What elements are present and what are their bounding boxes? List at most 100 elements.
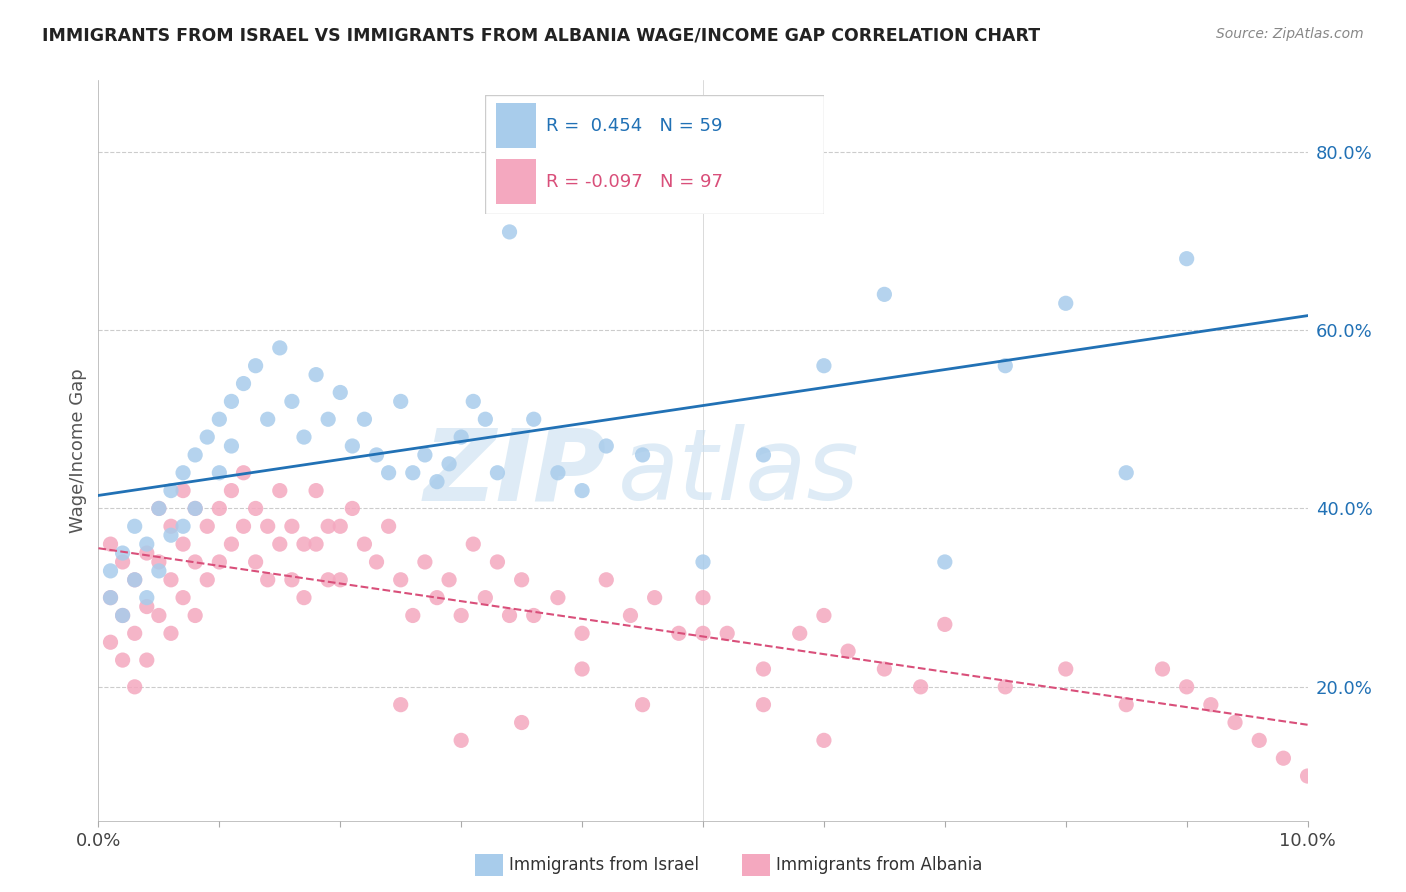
Point	[100, 591, 122, 605]
Point	[510, 171, 533, 186]
Point	[160, 483, 183, 498]
Point	[716, 626, 738, 640]
Point	[486, 555, 509, 569]
Point	[523, 608, 546, 623]
Point	[692, 591, 714, 605]
Text: IMMIGRANTS FROM ISRAEL VS IMMIGRANTS FROM ALBANIA WAGE/INCOME GAP CORRELATION CH: IMMIGRANTS FROM ISRAEL VS IMMIGRANTS FRO…	[42, 27, 1040, 45]
Point	[498, 608, 520, 623]
Point	[1223, 715, 1246, 730]
Point	[994, 359, 1017, 373]
Point	[619, 608, 641, 623]
Point	[232, 519, 254, 533]
Text: ZIP: ZIP	[423, 425, 606, 521]
Point	[148, 501, 170, 516]
Point	[269, 341, 291, 355]
Point	[172, 519, 194, 533]
Point	[692, 555, 714, 569]
Point	[873, 662, 896, 676]
Point	[329, 573, 352, 587]
Y-axis label: Wage/Income Gap: Wage/Income Gap	[69, 368, 87, 533]
Point	[160, 519, 183, 533]
Point	[172, 466, 194, 480]
Point	[353, 412, 375, 426]
Point	[316, 412, 339, 426]
Point	[571, 483, 593, 498]
Text: atlas: atlas	[619, 425, 860, 521]
Point	[571, 662, 593, 676]
Point	[486, 466, 509, 480]
Point	[111, 608, 134, 623]
Point	[389, 394, 412, 409]
Point	[463, 394, 485, 409]
Point	[221, 483, 243, 498]
Point	[148, 608, 170, 623]
Point	[813, 733, 835, 747]
Point	[148, 501, 170, 516]
Point	[595, 439, 617, 453]
Point	[111, 555, 134, 569]
Point	[910, 680, 932, 694]
Point	[342, 439, 364, 453]
Point	[184, 555, 207, 569]
Point	[1249, 733, 1271, 747]
Point	[450, 608, 472, 623]
Point	[232, 466, 254, 480]
Point	[111, 608, 134, 623]
Point	[256, 412, 278, 426]
Point	[124, 519, 146, 533]
Point	[148, 555, 170, 569]
Point	[256, 519, 278, 533]
Point	[752, 662, 775, 676]
Point	[1054, 662, 1077, 676]
Point	[124, 626, 146, 640]
Point	[389, 698, 412, 712]
Point	[124, 680, 146, 694]
Point	[232, 376, 254, 391]
Point	[195, 430, 218, 444]
Point	[100, 635, 122, 649]
Point	[195, 519, 218, 533]
Point	[1175, 252, 1198, 266]
Point	[789, 626, 811, 640]
Point	[437, 457, 460, 471]
Point	[305, 368, 328, 382]
Point	[124, 573, 146, 587]
Point	[329, 385, 352, 400]
Point	[316, 573, 339, 587]
Point	[100, 564, 122, 578]
Point	[644, 591, 666, 605]
Point	[292, 591, 315, 605]
Point	[172, 591, 194, 605]
Point	[135, 546, 157, 560]
Text: Immigrants from Israel: Immigrants from Israel	[509, 856, 699, 874]
Point	[245, 501, 267, 516]
Point	[1199, 698, 1222, 712]
Point	[692, 626, 714, 640]
Point	[463, 537, 485, 551]
Point	[547, 466, 569, 480]
Point	[208, 501, 231, 516]
Text: Immigrants from Albania: Immigrants from Albania	[776, 856, 983, 874]
Point	[305, 483, 328, 498]
Point	[474, 412, 496, 426]
Point	[813, 608, 835, 623]
Point	[631, 698, 654, 712]
Point	[413, 555, 436, 569]
Point	[281, 573, 304, 587]
Point	[1115, 698, 1137, 712]
Point	[377, 466, 399, 480]
Point	[510, 573, 533, 587]
Point	[437, 573, 460, 587]
Point	[208, 555, 231, 569]
Point	[281, 394, 304, 409]
Point	[184, 501, 207, 516]
Point	[1272, 751, 1295, 765]
Point	[450, 430, 472, 444]
Point	[208, 466, 231, 480]
Point	[1175, 680, 1198, 694]
Point	[292, 430, 315, 444]
Point	[547, 591, 569, 605]
Point	[316, 519, 339, 533]
Point	[281, 519, 304, 533]
Point	[377, 519, 399, 533]
